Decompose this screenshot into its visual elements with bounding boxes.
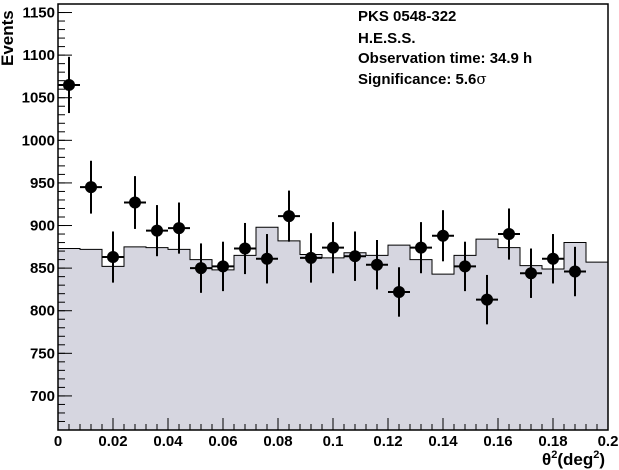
y-tick-label: 1000 <box>22 132 55 149</box>
info-box: PKS 0548-322 H.E.S.S. Observation time: … <box>358 8 532 88</box>
x-axis-title-close: ) <box>599 450 605 469</box>
y-tick-label: 800 <box>30 303 55 320</box>
data-marker <box>437 229 449 242</box>
y-tick-label: 950 <box>30 175 55 192</box>
data-marker <box>481 293 493 306</box>
data-point <box>190 243 212 293</box>
x-tick-label: 0.02 <box>98 433 127 450</box>
data-point <box>542 234 564 284</box>
data-marker <box>173 222 185 235</box>
data-point <box>388 267 410 317</box>
x-tick-label: 0.2 <box>598 433 619 450</box>
data-marker <box>63 78 75 91</box>
data-point <box>520 248 542 298</box>
data-marker <box>85 181 97 194</box>
data-point <box>366 240 388 290</box>
y-tick-label: 900 <box>30 218 55 235</box>
observation-time: Observation time: 34.9 h <box>358 50 532 67</box>
y-tick-label: 700 <box>30 388 55 405</box>
x-axis-title-unit-exp: 2 <box>593 449 599 461</box>
data-marker <box>415 241 427 254</box>
y-tick-label: 750 <box>30 345 55 362</box>
y-tick-label: 1100 <box>22 47 55 64</box>
x-axis-title: θ2(deg2) <box>542 449 605 469</box>
x-tick-label: 0.1 <box>323 433 344 450</box>
data-marker <box>569 265 581 278</box>
data-marker <box>151 224 163 237</box>
data-marker <box>327 241 339 254</box>
data-marker <box>107 251 119 264</box>
data-marker <box>503 228 515 241</box>
data-point <box>410 222 432 274</box>
x-axis-title-unit: (deg <box>557 450 593 469</box>
data-marker <box>195 262 207 275</box>
data-point <box>322 222 344 274</box>
data-point <box>124 176 146 229</box>
data-marker <box>459 260 471 273</box>
data-marker <box>261 252 273 265</box>
background-histogram-fill <box>58 227 608 430</box>
y-tick-label: 1150 <box>22 5 55 22</box>
x-tick-label: 0 <box>54 433 62 450</box>
y-axis-title: Events <box>0 10 17 66</box>
data-point <box>168 202 190 254</box>
data-point <box>146 205 168 257</box>
data-marker <box>371 258 383 271</box>
data-point <box>212 241 234 292</box>
data-point <box>256 234 278 284</box>
x-tick-label: 0.08 <box>263 433 292 450</box>
data-point <box>80 160 102 214</box>
data-point <box>476 274 498 325</box>
significance-value: Significance: 5.6 <box>358 71 476 88</box>
data-marker <box>525 267 537 280</box>
data-marker <box>393 285 405 298</box>
on-source-data-points <box>58 56 586 325</box>
x-tick-label: 0.16 <box>483 433 512 450</box>
significance-sigma: σ <box>476 70 486 88</box>
data-point <box>498 208 520 260</box>
data-marker <box>239 242 251 255</box>
x-tick-label: 0.04 <box>153 433 183 450</box>
data-point <box>432 210 454 262</box>
y-tick-label: 1050 <box>22 90 55 107</box>
data-marker <box>129 196 141 209</box>
x-tick-label: 0.14 <box>428 433 458 450</box>
data-marker <box>305 251 317 264</box>
data-marker <box>547 252 559 265</box>
x-tick-label: 0.18 <box>538 433 567 450</box>
instrument-name: H.E.S.S. <box>358 30 416 47</box>
data-point <box>454 241 476 292</box>
data-point <box>564 246 586 297</box>
x-axis-title-theta: θ <box>542 450 551 469</box>
data-point <box>300 233 322 283</box>
data-marker <box>349 250 361 263</box>
data-marker <box>217 260 229 273</box>
data-point <box>344 231 366 281</box>
data-point <box>58 56 80 114</box>
x-tick-label: 0.12 <box>373 433 402 450</box>
data-point <box>278 190 300 242</box>
axis-ticks: 0 0.02 0.04 0.06 0.08 0.1 0.12 0.14 0.16 0.18 0.2 7… <box>22 3 619 450</box>
x-tick-label: 0.06 <box>208 433 237 450</box>
data-marker <box>283 210 295 223</box>
data-point <box>102 231 124 283</box>
x-axis-title-theta-exp: 2 <box>551 449 557 461</box>
data-point <box>234 222 256 275</box>
significance: Significance: 5.6σ <box>358 70 487 88</box>
y-tick-label: 850 <box>30 260 55 277</box>
source-name: PKS 0548-322 <box>358 8 456 25</box>
